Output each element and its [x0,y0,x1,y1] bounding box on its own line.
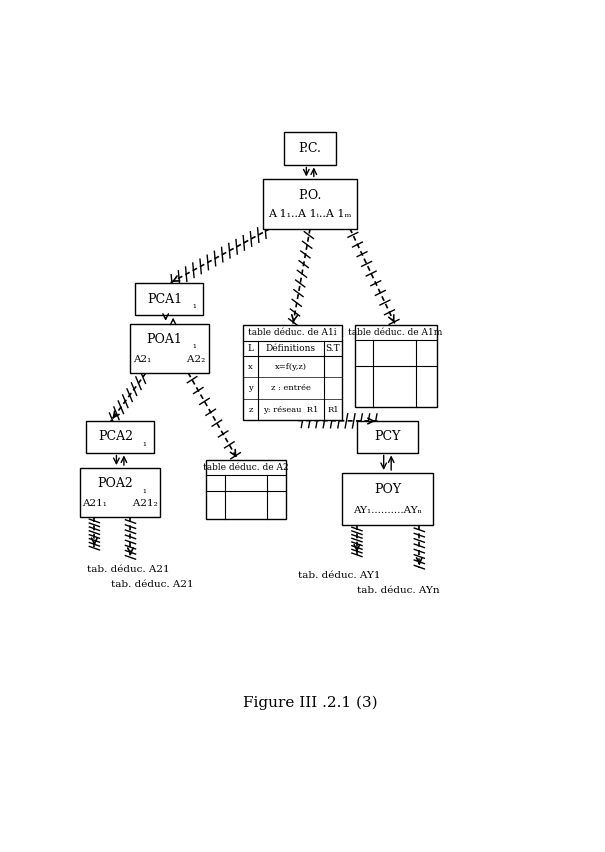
Bar [243,325,342,420]
Text: P.C.: P.C. [299,141,321,155]
Bar [355,325,437,407]
Text: Définitions: Définitions [266,343,316,353]
Text: P.O.: P.O. [298,188,322,202]
Text: ₁: ₁ [143,486,146,495]
Text: L: L [247,343,253,353]
Text: tab. déduc. A21: tab. déduc. A21 [87,565,170,573]
Bar [357,421,418,452]
Text: tab. déduc. AY1: tab. déduc. AY1 [298,572,381,580]
Text: ₁: ₁ [143,439,146,448]
Text: tab. déduc. AYn: tab. déduc. AYn [357,586,440,596]
Text: A21₁        A21₂: A21₁ A21₂ [82,499,158,508]
Text: A 1₁..A 1ᵢ..A 1ₘ: A 1₁..A 1ᵢ..A 1ₘ [269,209,352,219]
Text: PCY: PCY [374,430,401,443]
Text: table déduc. de A1i: table déduc. de A1i [249,328,337,337]
Text: table déduc. de A2: table déduc. de A2 [203,463,289,472]
Text: POA1: POA1 [147,333,183,346]
Bar [342,473,433,526]
Text: table déduc. de A1m: table déduc. de A1m [348,328,443,337]
Text: POY: POY [374,483,401,496]
Bar [80,468,160,517]
Text: y: réseau  R1: y: réseau R1 [263,406,318,413]
Text: Figure III .2.1 (3): Figure III .2.1 (3) [243,695,378,710]
Text: ₁: ₁ [192,342,196,350]
Text: ₁: ₁ [192,301,196,310]
Text: x: x [248,362,253,371]
Text: S.T: S.T [325,343,341,353]
Text: R1: R1 [327,406,339,413]
Bar [284,132,336,164]
Text: z: z [248,406,253,413]
Text: AY₁..........AYₙ: AY₁..........AYₙ [353,506,422,515]
Text: y: y [248,384,253,392]
Bar [129,324,209,373]
Text: tab. déduc. A21: tab. déduc. A21 [111,580,194,589]
Bar [86,421,154,452]
Bar [136,284,203,314]
Bar [263,179,357,228]
Text: PCA1: PCA1 [147,292,182,306]
Text: x=f(y,z): x=f(y,z) [275,362,307,371]
Bar [206,460,286,519]
Text: PCA2: PCA2 [98,430,133,443]
Text: z : entrée: z : entrée [271,384,311,392]
Text: A2₁           A2₂: A2₁ A2₂ [133,354,206,364]
Text: POA2: POA2 [97,477,133,490]
